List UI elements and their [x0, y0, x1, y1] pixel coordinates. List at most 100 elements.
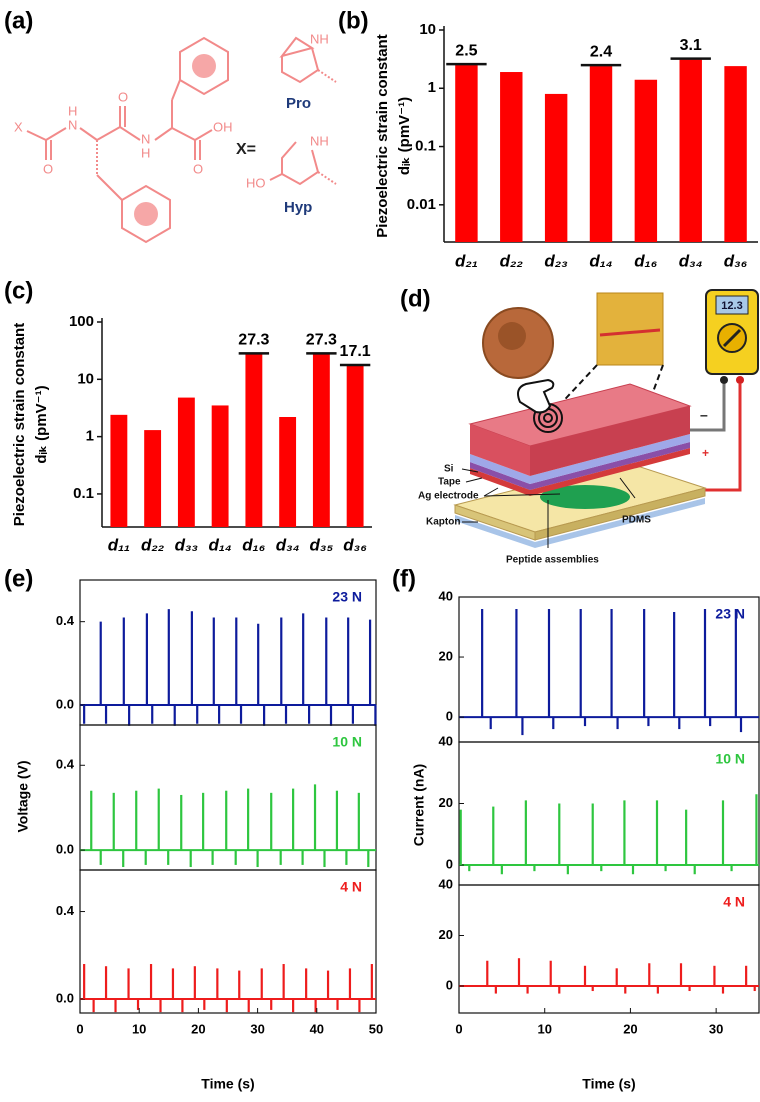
meter-display: 12.3	[721, 300, 742, 312]
structure-part	[270, 174, 282, 180]
structure-part	[27, 131, 46, 140]
x-tick-label: d₃₄	[679, 251, 703, 270]
panel-label: (a)	[4, 7, 33, 34]
bar	[500, 72, 522, 242]
atom: N	[68, 117, 77, 132]
figure: (a) (b) (c) (d) (e) (f) X H	[0, 0, 760, 1102]
structure-part	[120, 127, 140, 140]
structure-part	[97, 127, 120, 140]
structure-part	[282, 38, 312, 56]
schematic-label: Ag electrode	[418, 491, 479, 502]
schematic: Si Tape Ag electrode Kapton PDMS Peptide…	[418, 290, 758, 566]
y-tick-label: 20	[439, 648, 453, 663]
y-tick-label: 40	[439, 876, 453, 891]
bar	[313, 354, 330, 527]
bar	[212, 405, 229, 527]
panel-frame	[459, 597, 759, 742]
residue-name: Pro	[286, 95, 311, 112]
panel-annotation: 23 N	[715, 606, 745, 622]
panel-frame	[459, 885, 759, 1013]
y-tick-label: 0.1	[73, 485, 94, 502]
structure-part	[134, 202, 158, 226]
bar	[178, 398, 195, 527]
y-tick-label: 0.0	[56, 842, 74, 857]
bar	[455, 65, 477, 242]
x-tick-label: 40	[310, 1021, 324, 1036]
y-axis-title: Piezoelectric strain constant	[11, 323, 28, 526]
polarity: +	[702, 446, 709, 460]
x-equals: X=	[236, 141, 256, 158]
structure-part	[318, 172, 336, 184]
y-axis-title: Voltage (V)	[15, 760, 31, 832]
y-tick-label: 40	[439, 588, 453, 603]
bar	[590, 66, 612, 242]
y-axis-title: Current (nA)	[411, 764, 427, 846]
x-axis-title: Time (s)	[201, 1076, 254, 1092]
structure-part	[80, 128, 97, 140]
atom: H	[68, 103, 77, 118]
schematic-part	[498, 322, 526, 350]
y-axis-title: Piezoelectric strain constant	[374, 34, 391, 237]
x-tick-label: 20	[623, 1021, 637, 1036]
polarity: –	[700, 407, 708, 423]
schematic-part	[518, 380, 553, 412]
y-tick-label: 20	[439, 795, 453, 810]
x-tick-label: d₃₆	[724, 251, 748, 270]
x-tick-label: 10	[132, 1021, 146, 1036]
schematic-label: Tape	[438, 477, 461, 488]
value-label: 3.1	[680, 37, 702, 54]
y-tick-label: 20	[439, 927, 453, 942]
atom: O	[193, 161, 203, 176]
bar	[347, 366, 364, 527]
structure-part	[46, 128, 66, 140]
panel-annotation: 4 N	[723, 894, 745, 910]
x-tick-label: 10	[537, 1021, 551, 1036]
atom: H	[141, 145, 150, 160]
x-tick-label: 30	[250, 1021, 264, 1036]
bar	[279, 417, 296, 527]
panel-annotation: 23 N	[332, 589, 362, 605]
x-tick-label: d₁₆	[242, 535, 265, 554]
atom: NH	[310, 31, 329, 46]
panel-label: (b)	[338, 7, 369, 34]
schematic-label: Kapton	[426, 517, 460, 528]
schematic-label: Peptide assemblies	[506, 555, 599, 566]
value-label: 17.1	[340, 343, 371, 360]
x-tick-label: 0	[76, 1021, 83, 1036]
y-tick-label: 0	[446, 977, 453, 992]
y-tick-label: 0	[446, 709, 453, 724]
x-tick-label: d₁₄	[589, 251, 612, 270]
schematic-label: Si	[444, 464, 454, 475]
bar	[680, 60, 702, 242]
y-axis-title: dᵢₖ (pmV⁻¹)	[396, 97, 413, 175]
x-tick-label: d₁₁	[108, 535, 130, 554]
atom: OH	[213, 119, 233, 134]
panel-label: (c)	[4, 277, 33, 304]
atom: X	[14, 119, 23, 134]
y-tick-label: 10	[419, 21, 436, 38]
y-tick-label: 1	[428, 79, 436, 96]
x-tick-label: d₂₃	[544, 251, 567, 270]
y-tick-label: 0.4	[56, 757, 75, 772]
x-tick-label: d₂₂	[141, 535, 165, 554]
y-tick-label: 0.01	[407, 196, 436, 213]
x-tick-label: d₁₄	[209, 535, 232, 554]
atom: O	[43, 161, 53, 176]
x-tick-label: 0	[455, 1021, 462, 1036]
schematic-part	[466, 478, 482, 482]
schematic-part	[736, 376, 744, 384]
y-tick-label: 0.1	[415, 138, 436, 155]
structure-part	[172, 80, 180, 100]
bar	[724, 66, 746, 242]
x-tick-label: d₂₁	[455, 251, 478, 270]
y-tick-label: 40	[439, 733, 453, 748]
panel-label: (e)	[4, 565, 33, 592]
bar	[110, 415, 127, 527]
panel-frame	[459, 742, 759, 885]
y-tick-label: 0.4	[56, 613, 75, 628]
x-tick-label: d₃₆	[343, 535, 367, 554]
value-label: 27.3	[238, 332, 269, 349]
structure-part	[155, 128, 172, 140]
atom: O	[118, 89, 128, 104]
y-tick-label: 0.0	[56, 696, 74, 711]
